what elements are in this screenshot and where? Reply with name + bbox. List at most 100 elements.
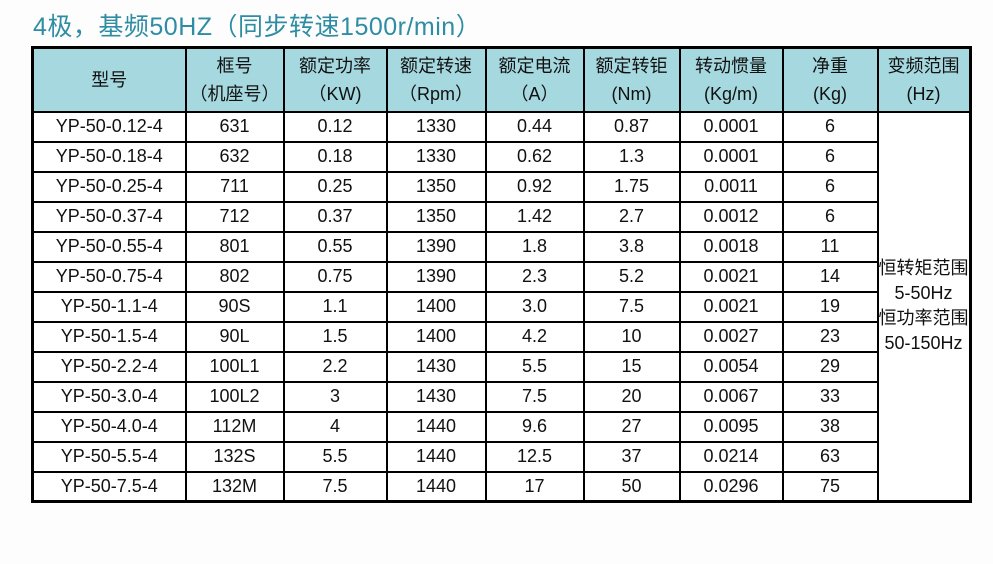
- table-header: 型号 框号 （机座号） 额定功率 （KW) 额定转速 （Rpm） 额定电流: [31, 46, 971, 113]
- cell-frame: 100L2: [184, 380, 285, 413]
- cell-rated-speed: 1430: [385, 380, 487, 413]
- header-rated-torque: 额定转钜 (Nm): [582, 46, 681, 113]
- header-net-weight: 净重 (Kg): [781, 46, 879, 113]
- cell-inertia: 0.0021: [678, 260, 784, 293]
- cell-inertia: 0.0296: [678, 470, 784, 503]
- frequency-range-line: 5-50Hz: [894, 283, 953, 304]
- table-row: YP-50-0.37-4 712 0.37 1350 1.42 2.7 0.0012 6: [31, 200, 971, 233]
- cell-inertia: 0.0027: [678, 320, 784, 353]
- header-line: （Rpm）: [398, 83, 473, 104]
- cell-rated-torque: 37: [582, 440, 681, 473]
- frequency-range-cell: 恒转矩范围 5-50Hz 恒功率范围 50-150Hz: [876, 110, 971, 503]
- cell-inertia: 0.0095: [678, 410, 784, 443]
- page-title: 4极，基频50HZ（同步转速1500r/min）: [33, 13, 482, 41]
- cell-frame: 802: [184, 260, 285, 293]
- table-row: YP-50-0.75-4 802 0.75 1390 2.3 5.2 0.0021 14: [31, 260, 971, 293]
- cell-rated-torque: 20: [582, 380, 681, 413]
- header-rated-speed: 额定转速 （Rpm）: [385, 46, 487, 113]
- table-row: YP-50-3.0-4 100L2 3 1430 7.5 20 0.0067 33: [31, 380, 971, 413]
- cell-rated-current: 3.0: [484, 290, 585, 323]
- header-line: 额定转钜: [595, 55, 668, 76]
- cell-rated-speed: 1390: [385, 230, 487, 263]
- cell-rated-torque: 15: [582, 350, 681, 383]
- cell-rated-speed: 1430: [385, 350, 487, 383]
- cell-frame: 90L: [184, 320, 285, 353]
- cell-rated-power: 2.2: [282, 350, 388, 383]
- cell-rated-power: 1.5: [282, 320, 388, 353]
- cell-rated-power: 0.12: [282, 110, 388, 143]
- table-row: YP-50-1.5-4 90L 1.5 1400 4.2 10 0.0027 23: [31, 320, 971, 353]
- cell-rated-power: 0.37: [282, 200, 388, 233]
- cell-rated-power: 0.25: [282, 170, 388, 203]
- cell-net-weight: 33: [781, 380, 879, 413]
- header-line: （KW): [308, 83, 362, 104]
- cell-frame: 712: [184, 200, 285, 233]
- cell-net-weight: 6: [781, 170, 879, 203]
- cell-inertia: 0.0001: [678, 140, 784, 173]
- cell-frame: 90S: [184, 290, 285, 323]
- cell-inertia: 0.0067: [678, 380, 784, 413]
- cell-rated-speed: 1330: [385, 110, 487, 143]
- table-body: YP-50-0.12-4 631 0.12 1330 0.44 0.87 0.0001 6 恒转…: [31, 110, 971, 503]
- cell-net-weight: 29: [781, 350, 879, 383]
- cell-rated-torque: 27: [582, 410, 681, 443]
- cell-net-weight: 14: [781, 260, 879, 293]
- cell-rated-torque: 1.3: [582, 140, 681, 173]
- cell-rated-torque: 7.5: [582, 290, 681, 323]
- cell-net-weight: 11: [781, 230, 879, 263]
- header-line: （A）: [510, 83, 559, 104]
- cell-inertia: 0.0011: [678, 170, 784, 203]
- header-line: 转动惯量: [695, 55, 767, 76]
- cell-rated-current: 1.42: [484, 200, 585, 233]
- cell-rated-torque: 1.75: [582, 170, 681, 203]
- table-row: YP-50-0.55-4 801 0.55 1390 1.8 3.8 0.0018 11: [31, 230, 971, 263]
- cell-rated-torque: 50: [582, 470, 681, 503]
- cell-model: YP-50-0.55-4: [31, 230, 187, 263]
- cell-net-weight: 63: [781, 440, 879, 473]
- header-line: 框号: [216, 55, 253, 76]
- cell-model: YP-50-3.0-4: [31, 380, 187, 413]
- table-row: YP-50-0.25-4 711 0.25 1350 0.92 1.75 0.0011 6: [31, 170, 971, 203]
- cell-rated-speed: 1330: [385, 140, 487, 173]
- cell-rated-current: 0.44: [484, 110, 585, 143]
- cell-frame: 632: [184, 140, 285, 173]
- cell-frame: 631: [184, 110, 285, 143]
- cell-model: YP-50-0.12-4: [31, 110, 187, 143]
- cell-rated-speed: 1440: [385, 440, 487, 473]
- cell-rated-current: 1.8: [484, 230, 585, 263]
- cell-rated-current: 2.3: [484, 260, 585, 293]
- cell-rated-current: 4.2: [484, 320, 585, 353]
- cell-rated-speed: 1350: [385, 170, 487, 203]
- frequency-range-line: 恒功率范围: [878, 308, 969, 329]
- cell-rated-current: 5.5: [484, 350, 585, 383]
- table-row: YP-50-1.1-4 90S 1.1 1400 3.0 7.5 0.0021 19: [31, 290, 971, 323]
- cell-frame: 132M: [184, 470, 285, 503]
- cell-rated-current: 17: [484, 470, 585, 503]
- cell-net-weight: 6: [781, 200, 879, 233]
- cell-frame: 711: [184, 170, 285, 203]
- header-line: (Nm): [611, 83, 652, 104]
- cell-rated-current: 0.92: [484, 170, 585, 203]
- header-line: 净重: [812, 55, 848, 76]
- cell-inertia: 0.0012: [678, 200, 784, 233]
- cell-rated-power: 0.18: [282, 140, 388, 173]
- cell-rated-current: 9.6: [484, 410, 585, 443]
- cell-rated-torque: 0.87: [582, 110, 681, 143]
- header-line: 额定转速: [400, 55, 472, 76]
- header-frequency-range: 变频范围 (Hz): [876, 46, 971, 113]
- frequency-range-line: 50-150Hz: [884, 333, 963, 354]
- cell-net-weight: 75: [781, 470, 879, 503]
- frequency-range-line: 恒转矩范围: [878, 258, 969, 279]
- header-line: 型号: [91, 69, 128, 90]
- table-row: YP-50-5.5-4 132S 5.5 1440 12.5 37 0.0214 63: [31, 440, 971, 473]
- cell-rated-power: 7.5: [282, 470, 388, 503]
- cell-net-weight: 23: [781, 320, 879, 353]
- cell-inertia: 0.0018: [678, 230, 784, 263]
- header-model: 型号: [31, 46, 187, 113]
- table-row: YP-50-0.12-4 631 0.12 1330 0.44 0.87 0.0001 6 恒转…: [31, 110, 971, 503]
- cell-net-weight: 6: [781, 140, 879, 173]
- cell-rated-current: 12.5: [484, 440, 585, 473]
- cell-net-weight: 19: [781, 290, 879, 323]
- cell-rated-speed: 1440: [385, 470, 487, 503]
